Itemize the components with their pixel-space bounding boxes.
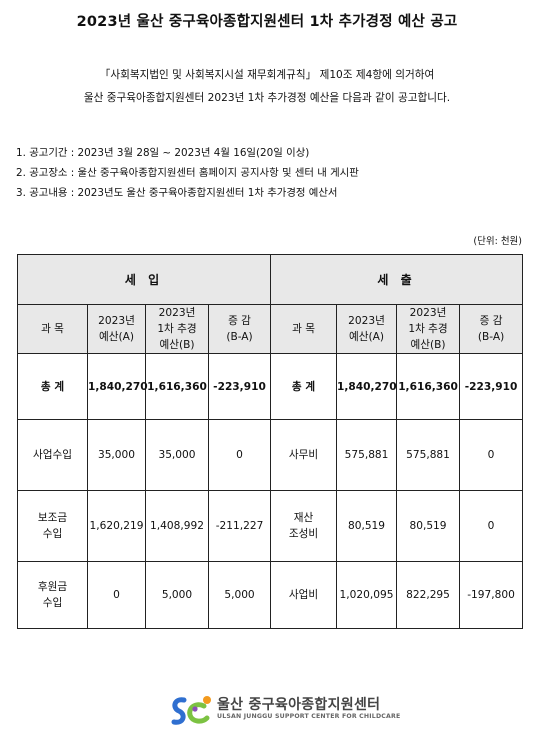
expense-a: 80,519 [336,490,398,562]
income-a: 35,000 [87,419,146,491]
total-expense-b: 1,616,360 [396,353,461,420]
total-row: 총 계 1,840,270 1,616,360 -223,910 총 계 1,8… [17,353,524,420]
income-subject: 사업수입 [17,419,88,491]
total-income-b: 1,616,360 [145,353,209,420]
section-header-row: 세 입 세 출 [16,254,524,305]
income-b: 5,000 [145,561,209,629]
subject-line: 재산 [293,512,314,524]
income-a: 0 [87,561,146,629]
col-label-line: 1차 추경 [157,323,197,335]
col-subject-expense: 과 목 [270,304,338,354]
unit-label: (단위: 천원) [473,236,522,247]
col-diff-income: 증 감 (B-A) [207,304,272,354]
expense-subject: 사무비 [270,419,338,491]
income-diff: 0 [207,419,272,491]
expense-subject: 사업비 [270,561,338,629]
col-subject-label: 과 목 [41,323,64,335]
total-expense-diff: -223,910 [459,353,524,420]
income-diff: -211,227 [207,490,272,562]
col-label-line: 2023년 [158,307,196,319]
total-expense-subject: 총 계 [270,353,338,420]
subject-line: 사업수입 [33,449,72,461]
subject-line: 사무비 [288,449,319,461]
intro-line-2: 울산 중구육아종합지원센터 2023년 1차 추가경정 예산을 다음과 같이 공… [83,92,451,104]
page-title: 2023년 울산 중구육아종합지원센터 1차 추가경정 예산 공고 [76,14,458,30]
income-diff: 5,000 [207,561,272,629]
income-b: 35,000 [145,419,209,491]
notice-items: 1. 공고기간 : 2023년 3월 28일 ~ 2023년 4월 16일(20… [16,143,359,203]
total-expense-a: 1,840,270 [336,353,398,420]
emblem-orange-dot [203,696,211,704]
col-label-line: 1차 추경 [408,323,448,335]
notice-item-place: 2. 공고장소 : 울산 중구육아종합지원센터 홈페이지 공지사항 및 센터 내… [16,167,359,179]
center-logo: 울산 중구육아종합지원센터 ULSAN JUNGGU SUPPORT CENTE… [170,694,415,728]
col-label-line: 증 감 [228,315,251,327]
notice-item-content: 3. 공고내용 : 2023년도 울산 중구육아종합지원센터 1차 추가경정 예… [16,187,338,199]
subject-line: 수입 [42,528,63,540]
logo-korean-name: 울산 중구육아종합지원센터 [217,697,381,713]
emblem-green-stroke [187,702,210,724]
income-b: 1,408,992 [145,490,209,562]
column-header-row: 과 목 2023년 예산(A) 2023년 1차 추경 예산(B) 증 감 (B-A) … [17,304,524,354]
col-label-line: 예산(A) [98,331,134,343]
expense-diff: 0 [459,490,524,562]
expense-diff: 0 [459,419,524,491]
col-label-line: 증 감 [479,315,503,327]
expense-a: 575,881 [336,419,398,491]
expense-a: 1,020,095 [336,561,398,629]
col-diff-expense: 증 감 (B-A) [459,304,524,354]
logo-english-name: ULSAN JUNGGU SUPPORT CENTER FOR CHILDCAR… [217,713,401,720]
expense-b: 80,519 [396,490,461,562]
expense-header: 세 출 [270,254,524,305]
col-label-line: 예산(A) [349,331,385,343]
col-label-line: (B-A) [226,331,253,343]
subject-line: 보조금 [37,512,68,524]
expense-b: 822,295 [396,561,461,629]
table-row: 사업수입 35,000 35,000 0 사무비 575,881 575,881… [17,419,524,491]
subject-line: 수입 [42,597,63,609]
income-a: 1,620,219 [87,490,146,562]
emblem-purple-dot [192,706,198,712]
total-income-diff: -223,910 [207,353,272,420]
col-label-line: (B-A) [477,331,505,343]
total-income-a: 1,840,270 [87,353,148,420]
expense-b: 575,881 [396,419,461,491]
center-emblem-icon [171,696,211,725]
subject-line: 후원금 [37,581,68,593]
subject-line: 조성비 [288,528,319,540]
intro-paragraph: 「사회복지법인 및 사회복지시설 재무회계규칙」 제10조 제4항에 의거하여 … [0,64,534,110]
col-label-line: 2023년 [98,315,135,327]
col-subject-income: 과 목 [17,304,88,354]
income-header: 세 입 [16,254,272,305]
intro-line-1: 「사회복지법인 및 사회복지시설 재무회계규칙」 제10조 제4항에 의거하여 [99,69,435,81]
col-label-line: 2023년 [409,307,447,319]
emblem-blue-stroke [171,697,187,725]
col-label-line: 예산(B) [159,339,195,351]
total-income-subject: 총 계 [17,353,88,420]
subject-line: 사업비 [288,589,319,601]
col-label-line: 2023년 [348,315,385,327]
expense-diff: -197,800 [459,561,524,629]
notice-item-period: 1. 공고기간 : 2023년 3월 28일 ~ 2023년 4월 16일(20… [16,147,310,159]
col-subject-label: 과 목 [292,323,315,335]
col-label-line: 예산(B) [410,339,446,351]
